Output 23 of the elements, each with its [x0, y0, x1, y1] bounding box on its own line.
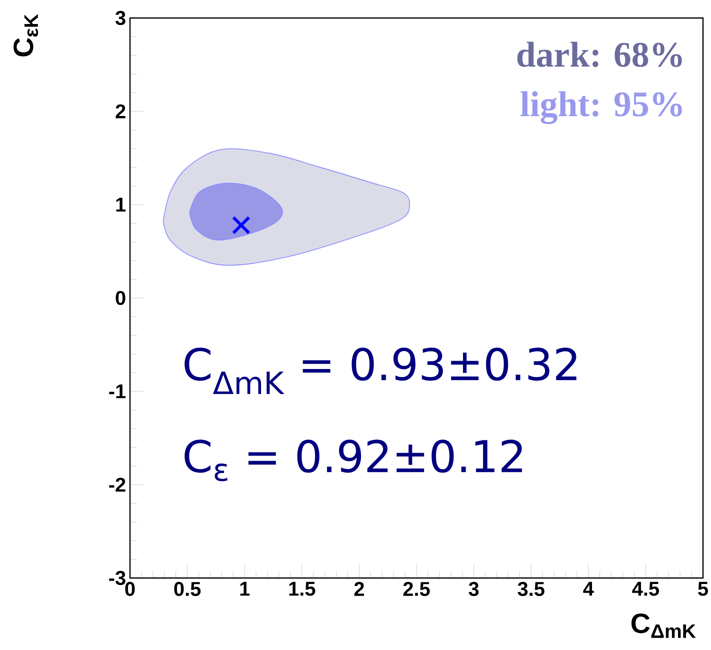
- x-tick-label: 1: [240, 582, 250, 596]
- annotation: C$_{ε}$ = 0.92±0.12: [184, 440, 522, 482]
- y-tick-label: 2: [116, 104, 126, 118]
- annotation: light: 95%: [520, 91, 682, 124]
- y-tick-label: -2: [109, 478, 126, 492]
- x-tick-label: 5: [698, 582, 708, 596]
- x-axis-title: C$_{ΔmK}$: [631, 614, 696, 638]
- x-tick-label: 2.5: [403, 582, 430, 596]
- x-tick-label: 1.5: [289, 582, 316, 596]
- y-tick-label: -1: [109, 384, 126, 398]
- x-tick-label: 4: [583, 582, 594, 596]
- annotation: C$_{ΔmK}$ = 0.93±0.32: [184, 348, 576, 394]
- y-tick-label: -3: [109, 570, 126, 586]
- x-tick-label: 4.5: [632, 582, 660, 596]
- x-tick-label: 3: [468, 582, 479, 596]
- x-tick-label: 2: [354, 582, 364, 596]
- x-tick-label: 0.5: [174, 582, 201, 596]
- annotation: dark: 68%: [517, 42, 682, 68]
- y-tick-label: 0: [116, 290, 126, 306]
- x-tick-label: 3.5: [518, 582, 544, 596]
- y-axis-title: C$_{εK}$: [14, 14, 38, 56]
- y-tick-label: 3: [115, 10, 126, 26]
- y-tick-label: 1: [116, 198, 126, 212]
